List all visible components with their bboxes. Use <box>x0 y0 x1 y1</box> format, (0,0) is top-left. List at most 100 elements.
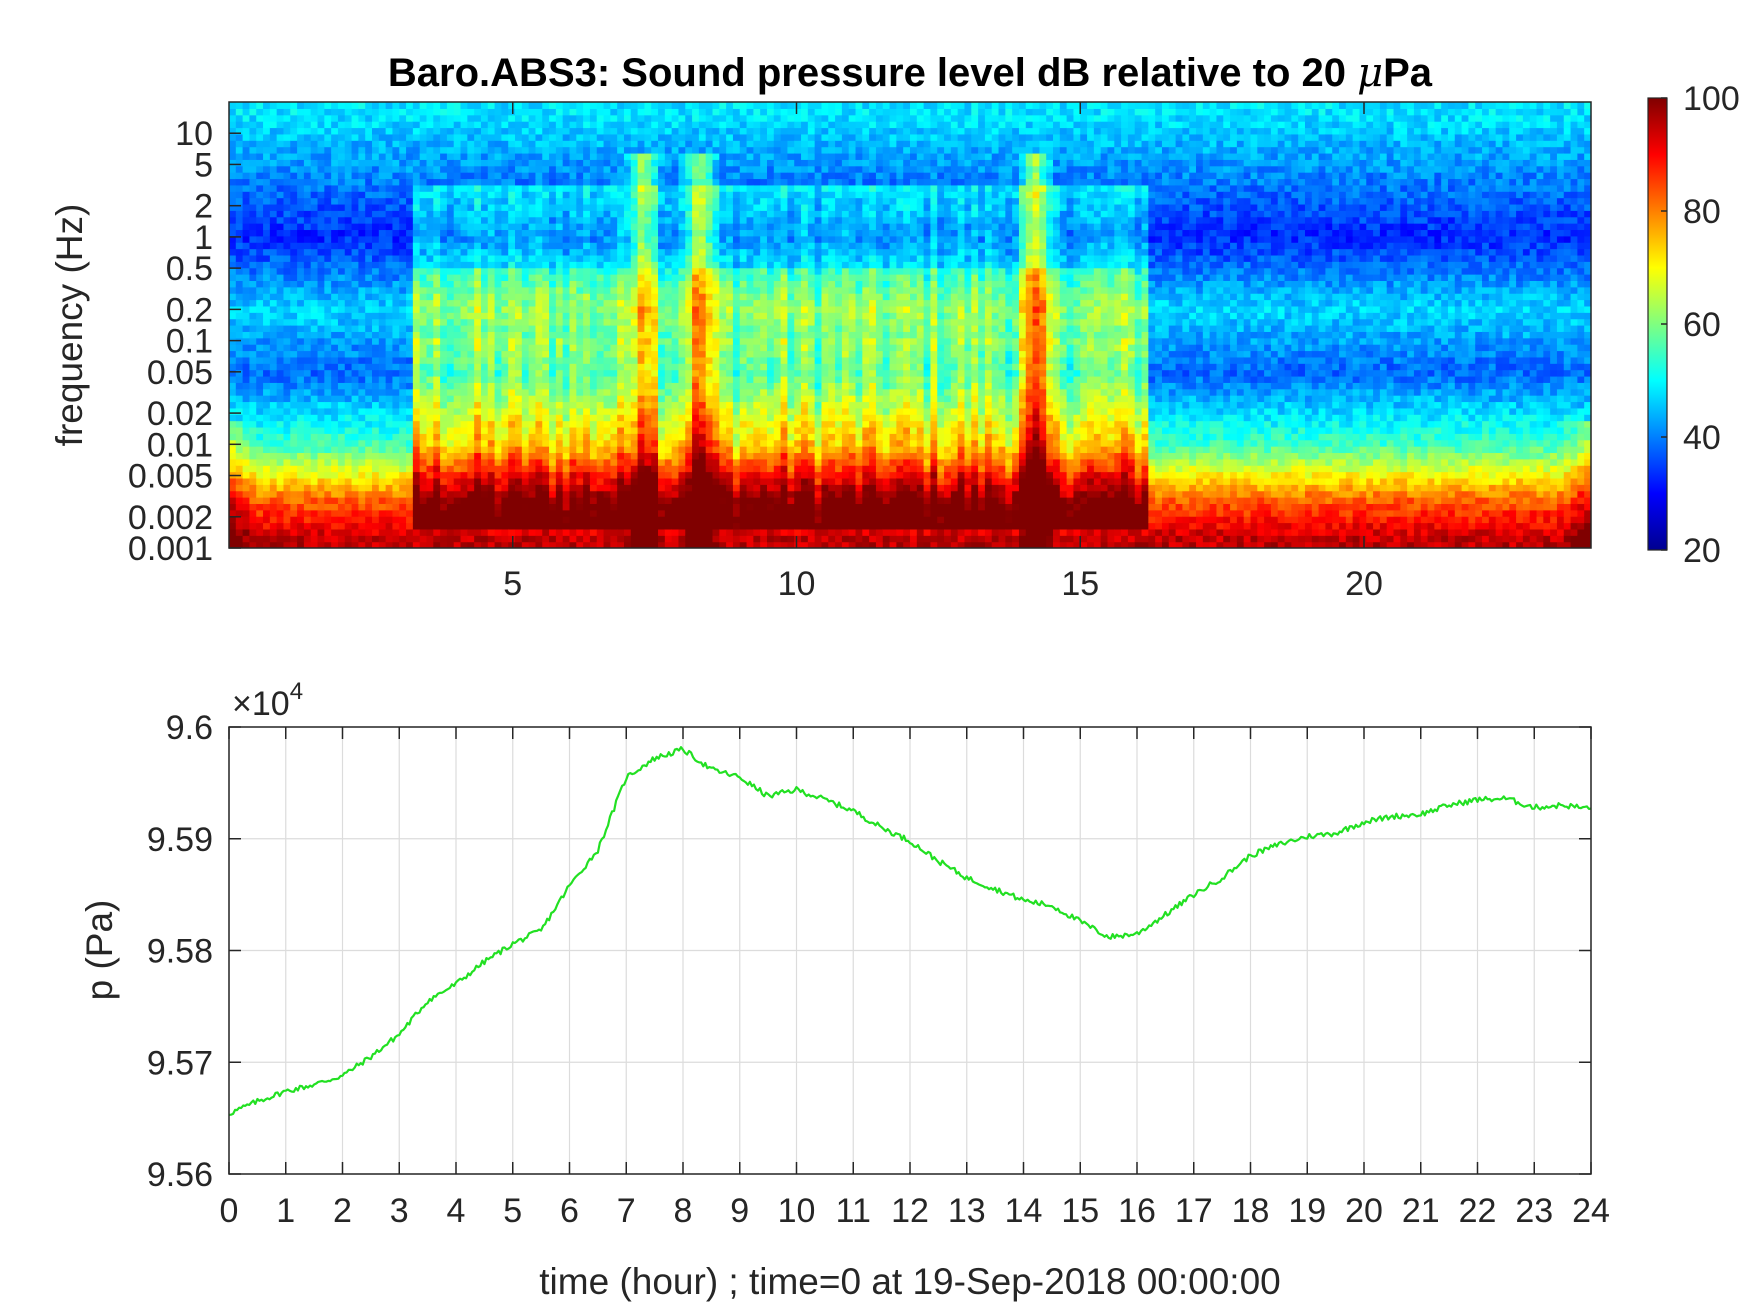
spectrogram-cell <box>344 331 353 339</box>
spectrogram-cell <box>698 261 707 269</box>
spectrogram-cell <box>555 184 564 192</box>
spectrogram-cell <box>480 458 489 466</box>
spectrogram-cell <box>229 146 237 154</box>
spectrogram-cell <box>535 203 543 211</box>
spectrogram-cell <box>419 401 428 409</box>
spectrogram-cell <box>235 458 244 466</box>
spectrogram-cell <box>283 452 291 460</box>
spectrogram-cell <box>317 452 325 460</box>
spectrogram-cell <box>392 452 400 460</box>
spectrogram-cell <box>467 395 475 403</box>
spectrogram-cell <box>283 458 291 466</box>
spectrogram-cell <box>528 223 537 231</box>
spectrogram-cell <box>392 477 400 485</box>
spectrogram-cell <box>685 503 693 511</box>
spectrogram-cell <box>283 254 291 262</box>
spectrogram-cell <box>303 439 312 447</box>
spectrogram-cell <box>549 108 557 116</box>
spectrogram-cell <box>630 446 639 454</box>
spectrogram-cell <box>692 484 700 492</box>
spectrogram-cell <box>392 541 400 548</box>
spectrogram-cell <box>658 388 666 396</box>
spectrogram-cell <box>310 165 319 173</box>
spectrogram-cell <box>412 280 421 288</box>
spectrogram-cell <box>269 446 278 454</box>
spectrogram-cell <box>256 210 264 218</box>
spectrogram-cell <box>242 535 251 543</box>
spectrogram-cell <box>235 433 244 441</box>
spectrogram-cell <box>412 312 421 320</box>
spectrogram-cell <box>392 235 400 243</box>
spectrogram-cell <box>235 331 244 339</box>
spectrogram-cell <box>535 465 543 473</box>
spectrogram-cell <box>562 337 571 345</box>
spectrogram-cell <box>658 216 666 224</box>
spectrogram-cell <box>269 509 278 517</box>
spectrogram-cell <box>297 401 305 409</box>
spectrogram-cell <box>705 528 714 536</box>
spectrogram-cell <box>698 299 707 307</box>
spectrogram-cell <box>712 509 720 517</box>
spectrogram-cell <box>480 401 489 409</box>
spectrogram-cell <box>651 426 659 434</box>
spectrogram-cell <box>269 426 278 434</box>
spectrogram-cell <box>576 452 584 460</box>
spectrogram-cell <box>664 114 673 122</box>
spectrogram-cell <box>617 484 625 492</box>
spectrogram-cell <box>501 356 509 364</box>
spectrogram-cell <box>576 395 584 403</box>
spectrogram-cell <box>494 382 502 390</box>
spectrogram-cell <box>685 197 693 205</box>
spectrogram-cell <box>303 522 312 530</box>
spectrogram-cell <box>351 503 359 511</box>
spectrogram-cell <box>433 267 441 275</box>
spectrogram-cell <box>412 477 421 485</box>
spectrogram-cell <box>256 465 264 473</box>
spectrogram-cell <box>480 484 489 492</box>
spectrogram-cell <box>256 248 264 256</box>
spectrogram-cell <box>365 102 373 109</box>
spectrogram-cell <box>235 426 244 434</box>
spectrogram-cell <box>712 433 720 441</box>
spectrogram-cell <box>692 395 700 403</box>
spectrogram-cell <box>297 197 305 205</box>
spectrogram-cell <box>317 356 325 364</box>
spectrogram-cell <box>406 261 414 269</box>
spectrogram-cell <box>242 229 251 237</box>
spectrogram-cell <box>303 197 312 205</box>
spectrogram-cell <box>433 152 441 160</box>
spectrogram-cell <box>664 191 673 199</box>
spectrogram-cell <box>671 388 680 396</box>
spectrogram-cell <box>583 331 591 339</box>
spectrogram-cell <box>623 458 632 466</box>
spectrogram-cell <box>521 337 530 345</box>
spectrogram-cell <box>589 293 598 301</box>
spectrogram-cell <box>698 197 707 205</box>
spectrogram-cell <box>467 114 475 122</box>
spectrogram-cell <box>337 395 346 403</box>
spectrogram-cell <box>603 210 611 218</box>
spectrogram-cell <box>562 152 571 160</box>
spectrogram-cell <box>671 280 680 288</box>
spectrogram-cell <box>453 503 462 511</box>
spectrogram-cell <box>344 159 353 167</box>
spectrogram-cell <box>474 210 482 218</box>
spectrogram-cell <box>406 216 414 224</box>
spectrogram-cell <box>406 318 414 326</box>
spectrogram-cell <box>344 293 353 301</box>
spectrogram-cell <box>440 146 448 154</box>
spectrogram-cell <box>705 261 714 269</box>
spectrogram-cell <box>542 535 550 543</box>
spectrogram-cell <box>399 261 407 269</box>
spectrogram-cell <box>487 465 496 473</box>
spectrogram-cell <box>637 274 646 281</box>
spectrogram-cell <box>256 382 264 390</box>
spectrogram-cell <box>494 114 502 122</box>
spectrogram-cell <box>249 293 257 301</box>
spectrogram-cell <box>365 503 373 511</box>
spectrogram-cell <box>283 280 291 288</box>
spectrogram-cell <box>324 375 332 383</box>
spectrogram-cell <box>487 503 496 511</box>
spectrogram-cell <box>446 465 455 473</box>
